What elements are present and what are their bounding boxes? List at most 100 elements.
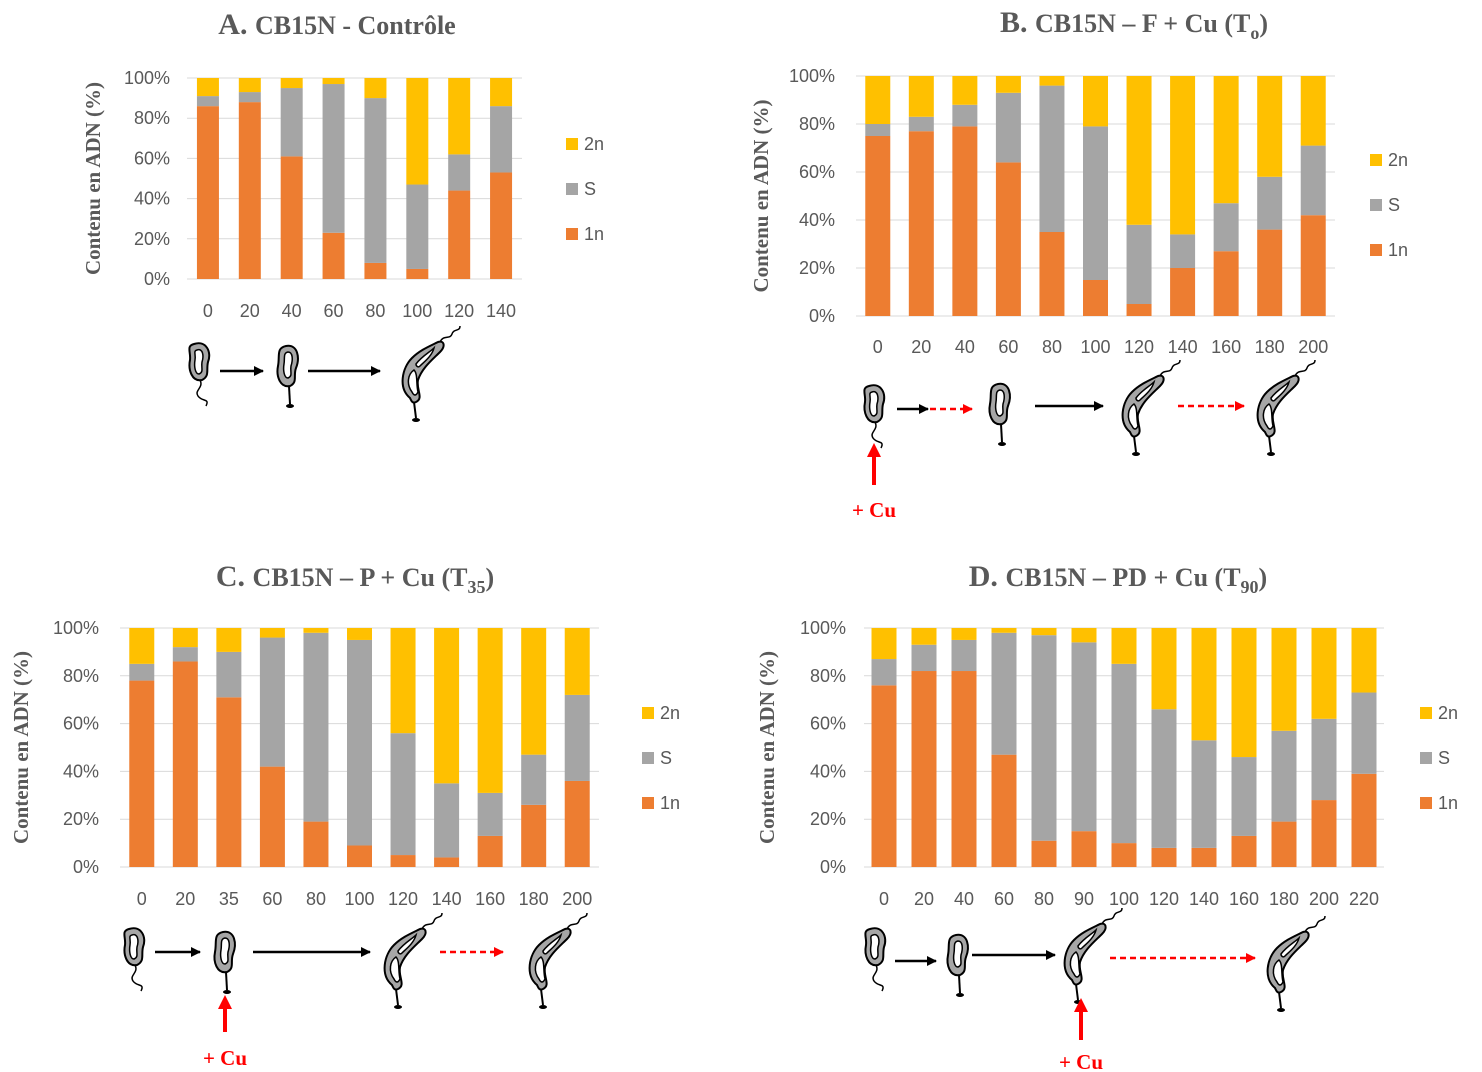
bar-1n-120 [1151,847,1177,867]
x-tick-label: 90 [1074,889,1094,909]
y-tick-label: 100% [53,618,99,638]
bar-2n-160 [1213,76,1239,204]
legend-swatch-s [1420,752,1432,764]
bar-2n-40 [952,76,978,105]
x-tick-label: 120 [388,889,418,909]
chart-title: D. CB15N – PD + Cu (T90) [969,560,1267,597]
bar-1n-0 [871,685,897,867]
bar-1n-120 [1126,304,1152,316]
swarmer-cell-icon [188,342,211,407]
y-axis-label: Contenu en ADN (%) [9,651,33,844]
bar-s-160 [477,792,503,836]
bar-2n-40 [280,78,303,89]
bar-2n-120 [448,78,471,155]
y-tick-label: 20% [810,809,846,829]
bar-s-140 [434,783,460,858]
chart-panel-c: 0% 20% 40% 60% 80% 100% 0 20 35 60 80 100 120 140 160 1… [9,560,680,909]
x-tick-label: 160 [1229,889,1259,909]
bar-1n-35 [216,697,242,867]
legend-swatch-1n [566,228,578,240]
bar-2n-20 [911,628,937,645]
x-tick-label: 80 [1042,337,1062,357]
bar-s-40 [952,104,978,127]
predivisional-cell-icon [1121,359,1181,456]
diagram-panel-d: + Cu [864,907,1326,1072]
chart-title: C. CB15N – P + Cu (T35) [216,560,494,597]
bar-2n-180 [1271,628,1297,731]
bar-2n-0 [871,628,897,660]
y-tick-label: 100% [124,68,170,88]
bar-2n-140 [1191,628,1217,741]
bar-s-60 [991,632,1017,755]
bar-s-20 [172,647,198,662]
legend-label-1n: 1n [584,224,604,244]
legend-swatch-1n [1420,797,1432,809]
bar-1n-80 [364,262,387,279]
legend-swatch-2n [1420,707,1432,719]
bar-2n-100 [406,78,429,185]
y-axis-label: Contenu en ADN (%) [749,99,773,292]
bar-1n-0 [865,136,891,316]
bar-2n-120 [390,628,416,734]
x-tick-label: 140 [432,889,462,909]
legend-label-2n: 2n [1388,150,1408,170]
bar-s-100 [406,184,429,269]
x-tick-label: 0 [203,301,213,321]
bar-1n-180 [1257,229,1283,316]
bar-1n-100 [1083,280,1108,316]
bar-1n-20 [908,131,934,316]
bar-2n-20 [238,78,261,93]
y-tick-label: 60% [63,714,99,734]
bar-1n-90 [1071,831,1097,867]
legend-label-2n: 2n [584,134,604,154]
y-tick-label: 60% [134,148,170,168]
bar-s-160 [1213,203,1239,252]
bar-1n-200 [1300,215,1326,316]
x-tick-label: 160 [475,889,505,909]
x-tick-label: 80 [306,889,326,909]
bar-2n-140 [1170,76,1196,235]
legend-swatch-1n [642,797,654,809]
bar-1n-60 [991,754,1017,867]
chart-panel-a: 0% 20% 40% 60% 80% 100% 0 20 40 60 80 100 120 140 Cont… [81,8,604,321]
bar-2n-160 [477,628,503,793]
bar-1n-20 [172,661,198,867]
bar-s-80 [1031,635,1057,841]
x-tick-label: 0 [137,889,147,909]
copper-addition-label: + Cu [852,498,896,522]
bar-s-40 [280,88,303,157]
predivisional-cell-icon [528,912,588,1009]
predivisional-cell-icon [401,325,461,422]
x-tick-label: 40 [954,889,974,909]
bar-1n-80 [1039,232,1065,316]
bar-1n-220 [1351,773,1377,867]
y-tick-label: 20% [134,229,170,249]
diagram-panel-b: + Cu [852,359,1316,522]
bar-s-140 [1191,740,1217,848]
diagram-panel-a [188,325,461,422]
x-tick-label: 220 [1349,889,1379,909]
bar-2n-200 [564,628,590,695]
legend-label-s: S [1388,195,1400,215]
bar-1n-140 [1191,847,1217,867]
bar-2n-40 [951,628,977,640]
legend-swatch-2n [642,707,654,719]
bar-2n-80 [364,78,387,99]
bar-s-140 [490,106,513,173]
x-tick-label: 140 [1168,337,1198,357]
bar-1n-160 [1231,835,1257,867]
x-tick-label: 60 [262,889,282,909]
bar-2n-60 [322,78,345,85]
y-tick-label: 20% [63,809,99,829]
legend-swatch-s [566,183,578,195]
predivisional-cell-icon [1063,907,1123,1004]
charts-layer: 0% 20% 40% 60% 80% 100% 0 20 40 60 80 100 120 140 Cont… [9,6,1458,909]
bar-1n-60 [259,766,285,867]
bar-2n-200 [1311,628,1337,719]
bar-1n-0 [196,106,219,279]
bar-s-0 [865,124,891,136]
x-tick-label: 20 [914,889,934,909]
bar-s-180 [521,754,547,805]
bar-2n-140 [434,628,460,784]
bar-s-60 [259,637,285,767]
